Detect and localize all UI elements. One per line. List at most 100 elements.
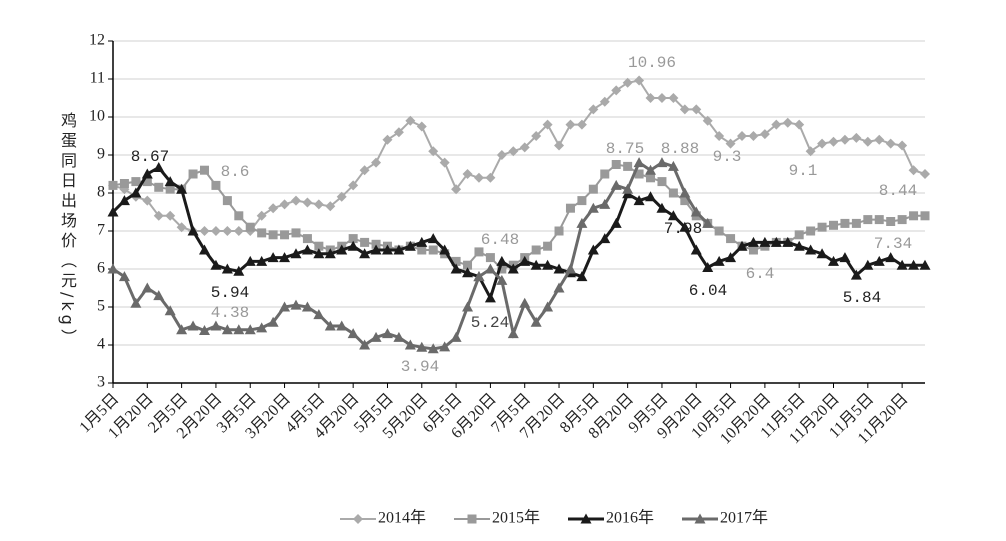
point (381, 328, 393, 339)
point (165, 184, 175, 194)
point (382, 134, 393, 145)
point (279, 252, 291, 263)
point (885, 252, 897, 263)
point (290, 195, 301, 206)
point (131, 177, 141, 187)
point (829, 220, 839, 230)
point (519, 297, 531, 308)
point (542, 119, 553, 130)
point (679, 187, 691, 198)
point (165, 210, 176, 221)
point (610, 217, 622, 228)
point (233, 324, 245, 335)
point (519, 142, 530, 153)
point (611, 160, 621, 169)
legend-item: 2015年 (454, 509, 540, 527)
point (405, 115, 416, 126)
point (314, 241, 324, 251)
point (451, 256, 461, 266)
point (141, 168, 153, 179)
point (198, 244, 210, 255)
point (371, 157, 382, 168)
point (107, 206, 119, 217)
annotation: 9.3 (713, 148, 742, 166)
point (886, 217, 896, 226)
point (417, 245, 427, 255)
point (794, 119, 805, 130)
point (543, 241, 553, 251)
point (359, 339, 371, 350)
point (359, 248, 371, 259)
point (142, 177, 152, 187)
point (336, 244, 348, 255)
point (280, 230, 290, 240)
point (416, 341, 428, 352)
point (839, 134, 850, 145)
point (428, 245, 438, 255)
point (353, 514, 363, 524)
point (874, 134, 885, 145)
series-line (112, 79, 926, 232)
point (714, 226, 724, 236)
annotation: 7.98 (664, 220, 702, 238)
point (908, 259, 920, 270)
point (680, 196, 690, 206)
point (404, 240, 416, 251)
point (805, 244, 817, 255)
point (508, 146, 519, 157)
point (771, 119, 782, 130)
point (531, 131, 542, 141)
y-tick-label: 5 (97, 298, 105, 315)
point (496, 255, 508, 266)
point (897, 215, 907, 225)
point (862, 136, 873, 147)
point (164, 176, 176, 187)
point (199, 226, 210, 236)
annotation: 6.04 (689, 282, 727, 300)
point (153, 162, 165, 173)
point (324, 248, 336, 259)
point (806, 226, 816, 236)
point (474, 247, 484, 257)
point (176, 324, 188, 335)
point (580, 513, 592, 524)
point (221, 324, 233, 335)
point (404, 339, 416, 350)
point (587, 202, 599, 213)
point (725, 138, 736, 149)
point (782, 236, 794, 247)
point (176, 183, 188, 194)
annotation: 9.1 (789, 162, 818, 180)
point (473, 172, 484, 183)
point (485, 253, 495, 263)
point (291, 228, 301, 238)
point (222, 196, 232, 206)
point (462, 267, 474, 278)
point (256, 255, 268, 266)
point (393, 331, 405, 342)
y-tick-label: 9 (97, 146, 105, 163)
point (336, 320, 348, 331)
point (726, 234, 736, 244)
point (222, 226, 233, 236)
point (737, 131, 748, 141)
point (256, 322, 268, 333)
point (805, 146, 816, 157)
point (118, 271, 130, 282)
point (599, 233, 611, 244)
point (450, 331, 462, 342)
point (554, 140, 565, 151)
point (577, 196, 587, 206)
legend-label: 2017年 (720, 509, 768, 527)
point (130, 297, 142, 308)
point (360, 237, 370, 247)
point (462, 169, 473, 179)
point (371, 239, 381, 249)
point (370, 244, 382, 255)
point (484, 292, 496, 303)
point (210, 226, 221, 236)
annotation: 5.24 (471, 314, 509, 332)
point (553, 282, 565, 293)
y-axis-label: 鸡蛋同日出场价（元/kg） (58, 112, 77, 349)
